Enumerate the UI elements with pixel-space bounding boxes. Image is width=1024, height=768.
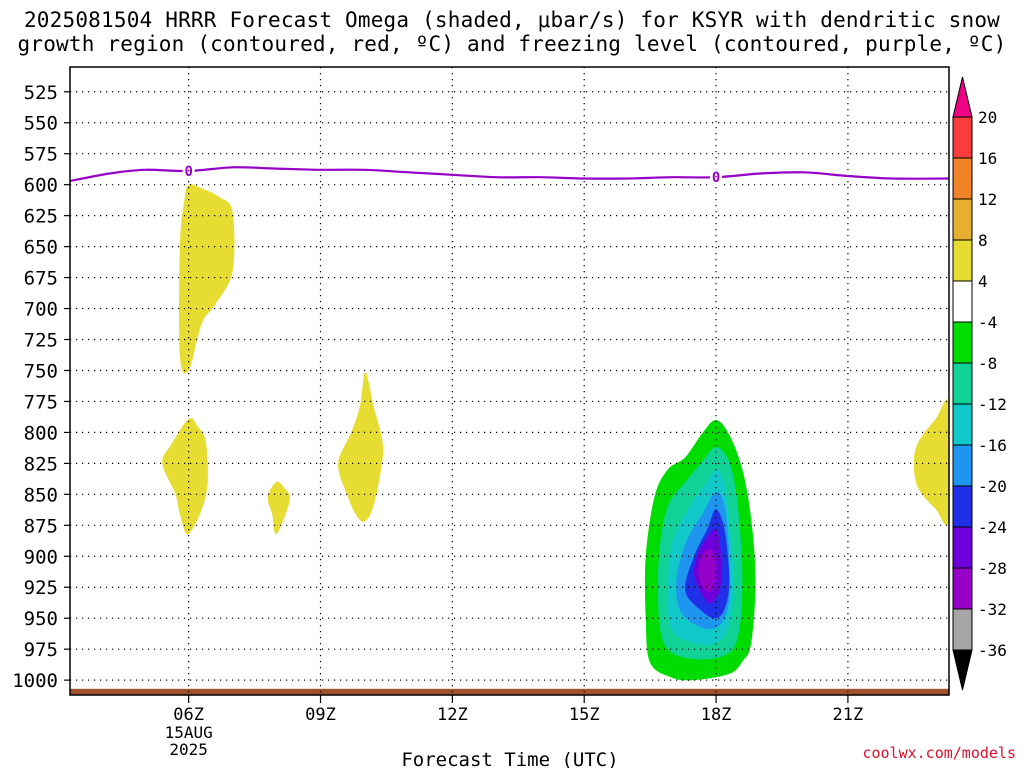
y-tick-label-575: 575	[24, 144, 58, 166]
y-tick-label-675: 675	[24, 268, 58, 290]
colorbar-box-3	[952, 485, 973, 528]
colorbar-box-11	[952, 157, 973, 200]
y-tick-label-825: 825	[24, 453, 58, 475]
colorbar-box-12	[952, 116, 973, 159]
x-tick-label-15Z: 15Z	[569, 705, 600, 725]
omega-region-1	[162, 417, 208, 535]
y-tick-label-750: 750	[24, 360, 58, 382]
freezing-level-line	[70, 166, 949, 183]
x-tick-label-09Z: 09Z	[305, 705, 336, 725]
colorbar-box-6	[952, 362, 973, 405]
x-tick-label-06Z: 06Z	[173, 705, 204, 725]
colorbar-label-10: 8	[978, 231, 988, 250]
colorbar-label-1: -32	[978, 600, 1007, 619]
colorbar-box-7	[952, 321, 973, 364]
y-tick-label-625: 625	[24, 206, 58, 228]
y-tick-label-700: 700	[24, 299, 58, 321]
freezing-level-label-1: 0	[712, 170, 720, 186]
colorbar-label-0: -36	[978, 641, 1007, 660]
colorbar: -36 -32 -28 -24 -20 -16 -12 -8 -4 4 8 12 16 20	[952, 76, 1007, 691]
y-axis: 525 550 575 600 625 650 675 700 725 750 775 800 825 8…	[12, 82, 70, 692]
y-tick-label-925: 925	[24, 577, 58, 599]
y-tick-label-600: 600	[24, 175, 58, 197]
omega-region-2	[267, 481, 291, 535]
colorbar-label-9: 4	[978, 272, 988, 291]
freezing-label-bg-1	[710, 169, 723, 186]
title-line-1: 2025081504 HRRR Forecast Omega (shaded, …	[23, 8, 1001, 32]
y-tick-label-875: 875	[24, 515, 58, 537]
colorbar-bottom-arrow	[952, 649, 973, 691]
colorbar-box-1	[952, 567, 973, 610]
colorbar-box-10	[952, 198, 973, 241]
colorbar-label-5: -16	[978, 436, 1007, 455]
y-tick-label-975: 975	[24, 639, 58, 661]
colorbar-box-8	[952, 280, 973, 323]
omega-region-3	[338, 371, 384, 522]
omega-region-11	[698, 549, 717, 593]
colorbar-label-8: -4	[978, 313, 997, 332]
x-tick-label-21Z: 21Z	[833, 705, 864, 725]
y-tick-label-900: 900	[24, 546, 58, 568]
terrain-strip	[70, 688, 949, 695]
credit-text: coolwx.com/models	[862, 744, 1016, 762]
chart-title: 2025081504 HRRR Forecast Omega (shaded, …	[0, 8, 1024, 56]
title-line-2: growth region (contoured, red, ºC) and f…	[17, 32, 1007, 56]
grid-lines	[70, 67, 949, 695]
y-tick-label-800: 800	[24, 422, 58, 444]
colorbar-label-4: -20	[978, 477, 1007, 496]
colorbar-top-arrow	[952, 76, 973, 118]
omega-region-4	[913, 399, 949, 526]
y-tick-label-725: 725	[24, 330, 58, 352]
colorbar-label-12: 16	[978, 149, 997, 168]
colorbar-box-5	[952, 403, 973, 446]
y-tick-label-775: 775	[24, 391, 58, 413]
plot-frame	[69, 66, 950, 696]
x-tick-label-18Z: 18Z	[701, 705, 732, 725]
colorbar-label-7: -8	[978, 354, 997, 373]
x-tick-label-12Z: 12Z	[437, 705, 468, 725]
y-tick-label-1000: 1000	[12, 670, 58, 692]
date-label-1: 2025	[169, 740, 208, 759]
freezing-level-label-0: 0	[184, 164, 192, 180]
colorbar-label-3: -24	[978, 518, 1007, 537]
y-tick-label-950: 950	[24, 608, 58, 630]
y-tick-label-550: 550	[24, 113, 58, 135]
y-tick-label-650: 650	[24, 237, 58, 259]
colorbar-label-13: 20	[978, 108, 997, 127]
x-axis-label: Forecast Time (UTC)	[401, 749, 618, 768]
colorbar-label-6: -12	[978, 395, 1007, 414]
colorbar-box-4	[952, 444, 973, 487]
omega-region-0	[179, 184, 235, 374]
freezing-label-bg-0	[182, 163, 195, 180]
y-tick-label-525: 525	[24, 82, 58, 104]
y-tick-label-850: 850	[24, 484, 58, 506]
colorbar-label-11: 12	[978, 190, 997, 209]
date-label-0: 15AUG	[165, 723, 213, 742]
colorbar-box-9	[952, 239, 973, 282]
colorbar-label-2: -28	[978, 559, 1007, 578]
colorbar-box-0	[952, 608, 973, 651]
terrain-layer	[70, 688, 949, 695]
colorbar-box-2	[952, 526, 973, 569]
